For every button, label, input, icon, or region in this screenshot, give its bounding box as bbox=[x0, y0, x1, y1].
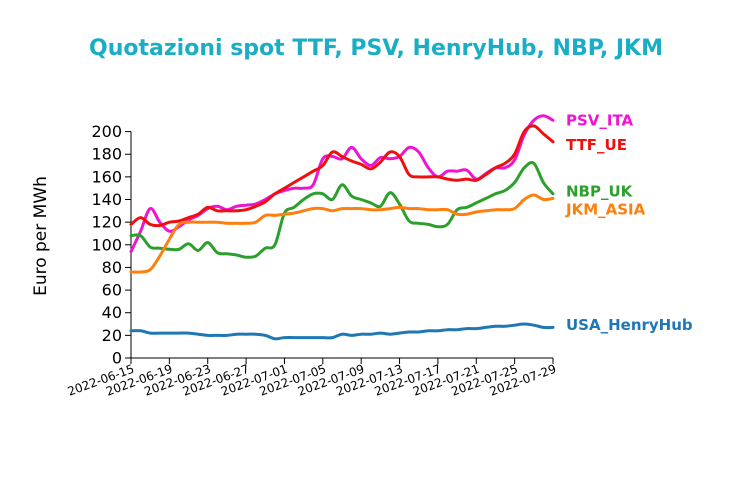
series-line-usa-henryhub bbox=[129, 322, 555, 341]
series-label-nbp-uk: NBP_UK bbox=[566, 183, 634, 201]
series-line-ttf-ue bbox=[129, 124, 555, 228]
y-tick-label: 160 bbox=[91, 167, 122, 186]
y-tick-label: 120 bbox=[91, 213, 122, 232]
y-tick-label: 60 bbox=[102, 281, 122, 300]
y-tick-label: 80 bbox=[102, 258, 122, 277]
chart-title: Quotazioni spot TTF, PSV, HenryHub, NBP,… bbox=[89, 36, 663, 61]
y-tick-label: 0 bbox=[112, 349, 122, 368]
series-label-usa-henryhub: USA_HenryHub bbox=[566, 316, 693, 334]
series-label-ttf-ue: TTF_UE bbox=[566, 136, 627, 154]
series-lines bbox=[129, 114, 555, 341]
y-tick-label: 100 bbox=[91, 235, 122, 254]
y-tick-label: 40 bbox=[102, 303, 122, 322]
y-tick-label: 140 bbox=[91, 190, 122, 209]
series-label-jkm-asia: JKM_ASIA bbox=[565, 201, 646, 219]
series-line-nbp-uk bbox=[129, 161, 555, 259]
y-tick-label: 200 bbox=[91, 122, 122, 141]
series-line-jkm-asia bbox=[129, 193, 555, 274]
axes: 0204060801001201401601802002022-06-15202… bbox=[66, 122, 558, 399]
y-tick-label: 20 bbox=[102, 326, 122, 345]
y-tick-label: 180 bbox=[91, 145, 122, 164]
y-axis-title: Euro per MWh bbox=[31, 176, 51, 296]
series-label-psv-ita: PSV_ITA bbox=[566, 111, 634, 129]
